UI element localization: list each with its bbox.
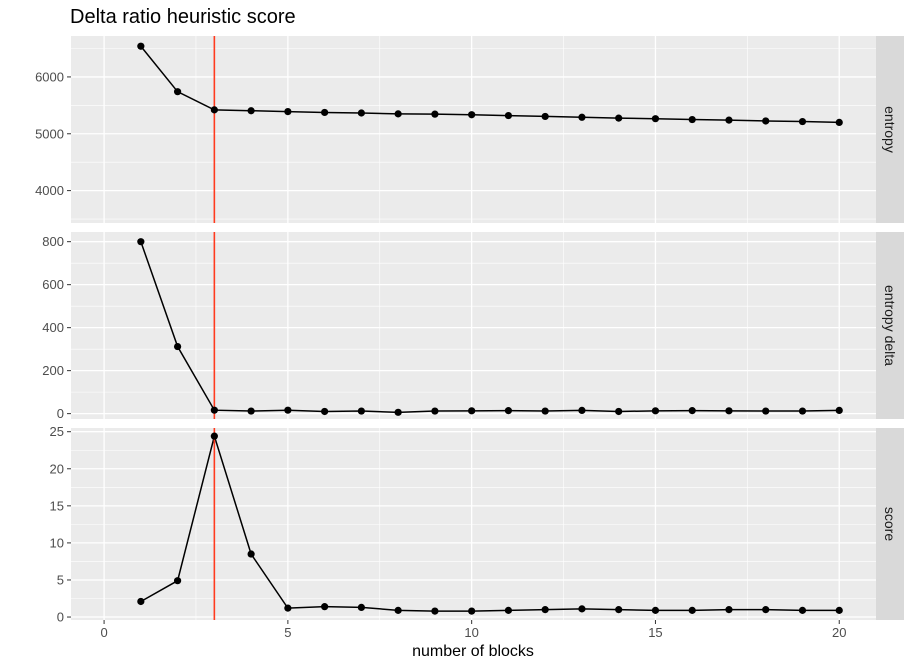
y-tick-label: 10	[50, 535, 64, 550]
data-point	[541, 407, 549, 415]
data-point	[504, 606, 513, 614]
panel-background	[71, 36, 876, 223]
facet-strip	[876, 36, 904, 223]
data-point	[688, 407, 696, 415]
y-tick-label: 400	[42, 320, 64, 335]
x-tick-label: 5	[284, 625, 291, 640]
data-point	[504, 111, 513, 120]
data-point	[798, 407, 807, 415]
facet-panel-1: 4000 5000 6000 entropy	[35, 36, 904, 223]
data-point	[321, 108, 329, 117]
x-tick-label: 20	[832, 625, 846, 640]
data-point	[651, 407, 660, 415]
data-point	[835, 118, 843, 126]
y-tick-label: 5	[57, 572, 64, 587]
y-tick-label: 4000	[35, 183, 64, 198]
data-point	[357, 603, 365, 611]
data-point	[651, 115, 660, 123]
data-point	[725, 116, 733, 124]
x-tick-label: 10	[464, 625, 478, 640]
facet-strip	[876, 428, 904, 620]
x-axis-title: number of blocks	[412, 643, 534, 660]
y-tick-label: 0	[57, 406, 64, 421]
data-point	[137, 597, 145, 606]
x-tick-label: 15	[648, 625, 662, 640]
x-tick-label: 0	[100, 625, 107, 640]
series-line	[140, 433, 840, 612]
y-tick-label: 25	[50, 424, 64, 439]
data-point	[468, 407, 476, 415]
series-line	[140, 45, 840, 124]
y-tick-label: 200	[42, 363, 64, 378]
data-point	[394, 408, 402, 416]
y-tick-label: 15	[50, 498, 64, 513]
facet-panels: 400050006000entropy0200400600800entropy …	[35, 36, 904, 625]
data-point	[137, 238, 145, 246]
data-point	[725, 407, 733, 415]
data-point	[321, 603, 329, 611]
data-point	[210, 432, 218, 440]
data-point	[210, 106, 218, 114]
data-point	[615, 114, 623, 122]
data-point	[247, 407, 255, 415]
data-point	[468, 111, 476, 119]
data-point	[798, 117, 807, 126]
data-point	[688, 606, 696, 614]
y-tick-label: 800	[42, 234, 64, 249]
data-point	[468, 607, 476, 615]
data-point	[762, 606, 770, 614]
data-point	[247, 107, 255, 115]
y-tick-label: 20	[50, 461, 64, 476]
facet-strip-label: entropy	[882, 106, 898, 153]
x-axis: 0 5 10 15 20	[100, 620, 846, 640]
data-point	[651, 606, 660, 614]
data-point	[284, 107, 292, 116]
data-point	[431, 607, 439, 615]
data-point	[210, 406, 218, 414]
facet-strip	[876, 232, 904, 419]
data-point	[578, 113, 586, 121]
data-point	[247, 550, 255, 558]
data-point	[615, 606, 623, 614]
facet-strip-label: score	[882, 507, 898, 541]
y-tick-label: 6000	[35, 69, 64, 84]
data-point	[578, 406, 586, 415]
data-point	[137, 42, 145, 50]
data-point	[357, 109, 365, 117]
data-point	[615, 407, 623, 416]
data-point	[431, 407, 439, 415]
data-point	[357, 407, 365, 415]
series-line	[140, 241, 840, 414]
data-point	[394, 110, 402, 118]
panel-background	[71, 232, 876, 419]
data-point	[688, 115, 696, 124]
data-point	[173, 88, 182, 96]
data-point	[541, 112, 549, 121]
data-point	[173, 577, 182, 585]
data-point	[835, 406, 843, 415]
facet-panel-3: 0 5 10 15 20 25 score	[50, 424, 904, 625]
y-tick-label: 5000	[35, 126, 64, 141]
data-point	[284, 406, 292, 414]
data-point	[504, 407, 513, 415]
data-point	[321, 407, 329, 416]
data-point	[762, 407, 770, 415]
y-tick-label: 0	[57, 610, 64, 625]
data-point	[394, 606, 402, 614]
data-point	[541, 606, 549, 614]
y-tick-label: 600	[42, 277, 64, 292]
panel-background	[71, 428, 876, 620]
data-point	[578, 605, 586, 613]
data-point	[798, 606, 807, 614]
data-point	[762, 117, 770, 125]
facet-panel-2: 0 200 400 600 800 entropy delta	[42, 232, 904, 421]
data-point	[835, 606, 843, 614]
data-point	[431, 110, 439, 118]
data-point	[173, 342, 182, 351]
facet-strip-label: entropy delta	[882, 285, 898, 366]
data-point	[725, 606, 733, 614]
data-point	[284, 604, 292, 612]
chart-title: Delta ratio heuristic score	[70, 6, 296, 28]
